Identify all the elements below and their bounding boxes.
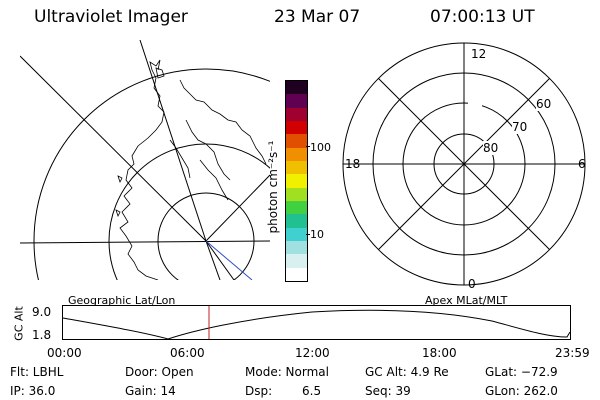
mlat-label-70: 70 [512, 120, 528, 134]
colorbar-segment [286, 227, 307, 242]
info-glat: GLat: −72.9 [485, 365, 558, 379]
coastline [179, 79, 267, 165]
header-time: 07:00:13 UT [430, 7, 535, 27]
colorbar-segment [286, 94, 307, 108]
coastline-island [115, 209, 121, 218]
colorbar-segment [286, 121, 307, 135]
mlat-label-60: 60 [536, 97, 552, 111]
colorbar-segment [286, 134, 307, 148]
info-glon: GLon: 262.0 [485, 384, 558, 398]
colorbar-segment [286, 107, 307, 122]
map-meridian [139, 40, 207, 242]
header-date: 23 Mar 07 [274, 7, 361, 27]
geo-latlon-label: Geographic Lat/Lon [68, 294, 176, 307]
mlt-label-18: 18 [345, 157, 361, 171]
colorbar-tick-label: 100 [310, 141, 331, 154]
apex-mlat-mlt-label: Apex MLat/MLT [425, 294, 508, 307]
colorbar-tick-mark [306, 234, 310, 235]
colorbar [285, 80, 308, 282]
coastline-island [117, 175, 123, 184]
colorbar-segment [286, 147, 307, 162]
colorbar-tick-label: 10 [310, 228, 324, 241]
map-meridian [205, 240, 221, 280]
colorbar-unit-label: photon cm⁻²s⁻¹ [266, 140, 280, 234]
colorbar-segment [286, 241, 307, 255]
colorbar-tick-mark [306, 146, 310, 147]
map-grid-circle [33, 68, 270, 280]
info-seq: Seq: 39 [365, 384, 411, 398]
orbit-ytick: 1.8 [32, 328, 52, 342]
mlat-label-80: 80 [483, 141, 499, 155]
map-meridian [20, 240, 270, 244]
orbit-xtick: 12:00 [295, 346, 330, 360]
colorbar-segment [286, 187, 307, 202]
mlt-label-0: 0 [468, 277, 476, 291]
colorbar-segment [286, 161, 307, 175]
coastline [119, 69, 165, 280]
info-mode: Mode: Normal [245, 365, 329, 379]
polar-plot [342, 42, 586, 286]
orbit-xtick: 23:59 [555, 346, 590, 360]
colorbar-segment [286, 214, 307, 228]
info-gain: Gain: 14 [125, 384, 176, 398]
map-meridian [205, 174, 270, 242]
colorbar-segment [286, 81, 307, 95]
colorbar-segment [286, 267, 307, 281]
polar-spoke [378, 78, 550, 250]
geographic-map [20, 40, 270, 280]
info-dsp-value: 6.5 [302, 384, 322, 398]
info-door: Door: Open [125, 365, 194, 379]
app-title: Ultraviolet Imager [34, 7, 188, 27]
coastline [185, 119, 231, 181]
colorbar-segment [286, 174, 307, 188]
orbit-xtick: 06:00 [170, 346, 205, 360]
info-ip: IP: 36.0 [10, 384, 56, 398]
info-gc-alt: GC Alt: 4.9 Re [365, 365, 449, 379]
orbit-ylabel: GC Alt [12, 306, 26, 341]
map-meridian [205, 240, 235, 280]
orbit-ytick: 9.0 [32, 305, 52, 319]
orbit-altitude-plot [62, 305, 571, 340]
info-filter: Flt: LBHL [10, 365, 64, 379]
orbit-xtick: 18:00 [422, 346, 457, 360]
coastline [149, 59, 161, 71]
map-meridian [20, 55, 207, 242]
mlt-label-6: 6 [578, 157, 586, 171]
orbit-track [205, 240, 253, 280]
colorbar-segment [286, 201, 307, 215]
orbit-xtick: 00:00 [47, 346, 82, 360]
coastline [199, 159, 229, 201]
altitude-curve [62, 309, 571, 340]
coastline-island [155, 67, 165, 79]
colorbar-segment [286, 254, 307, 268]
coastline [169, 139, 191, 179]
info-dsp-label: Dsp: [245, 384, 273, 398]
mlt-label-12: 12 [471, 47, 487, 61]
